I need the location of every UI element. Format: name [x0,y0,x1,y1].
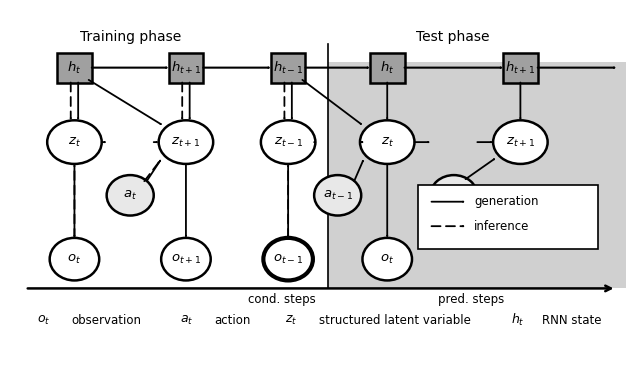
FancyBboxPatch shape [370,53,404,82]
Text: $a_t$: $a_t$ [447,189,461,202]
Text: $h_t$: $h_t$ [380,60,394,76]
Text: generation: generation [474,195,538,208]
FancyBboxPatch shape [418,185,598,249]
Text: inference: inference [474,220,530,233]
Text: $z_t$: $z_t$ [68,136,81,149]
Text: $o_t$: $o_t$ [380,253,394,266]
Bar [329,62,626,288]
FancyArrowPatch shape [147,161,160,181]
Text: structured latent variable: structured latent variable [319,314,471,327]
Ellipse shape [314,175,362,215]
FancyBboxPatch shape [169,53,204,82]
FancyArrowPatch shape [354,161,363,181]
FancyBboxPatch shape [270,53,305,82]
Text: $z_{t+1}$: $z_{t+1}$ [506,136,535,149]
Ellipse shape [107,175,154,215]
Text: pred. steps: pred. steps [438,293,504,306]
Text: Test phase: Test phase [415,30,489,44]
Text: $a_t$: $a_t$ [179,314,193,327]
Text: $o_{t+1}$: $o_{t+1}$ [171,253,201,266]
Text: $h_t$: $h_t$ [511,312,525,328]
Text: $a_t$: $a_t$ [123,189,137,202]
Ellipse shape [362,238,412,280]
Ellipse shape [360,120,415,164]
Text: observation: observation [71,314,142,327]
FancyArrowPatch shape [88,80,161,124]
Ellipse shape [159,120,213,164]
Text: RNN state: RNN state [542,314,602,327]
Text: $a_{t-1}$: $a_{t-1}$ [322,189,353,202]
Ellipse shape [261,120,315,164]
FancyArrowPatch shape [144,162,159,181]
Ellipse shape [430,175,477,215]
FancyArrowPatch shape [466,159,494,179]
Text: $h_{t+1}$: $h_{t+1}$ [505,60,535,76]
FancyBboxPatch shape [503,53,538,82]
Text: $z_{t+1}$: $z_{t+1}$ [171,136,200,149]
FancyBboxPatch shape [57,53,92,82]
Ellipse shape [264,238,313,280]
Text: $h_{t+1}$: $h_{t+1}$ [171,60,201,76]
FancyArrowPatch shape [302,80,361,124]
Ellipse shape [161,238,210,280]
Text: $h_t$: $h_t$ [67,60,82,76]
Text: $z_{t-1}$: $z_{t-1}$ [274,136,303,149]
Text: $o_{t-1}$: $o_{t-1}$ [273,253,303,266]
Text: cond. steps: cond. steps [248,293,316,306]
Ellipse shape [493,120,548,164]
Ellipse shape [50,238,99,280]
Text: $o_t$: $o_t$ [68,253,82,266]
Text: $h_{t-1}$: $h_{t-1}$ [273,60,303,76]
Ellipse shape [47,120,102,164]
Text: $z_t$: $z_t$ [285,314,297,327]
Text: $o_t$: $o_t$ [37,314,51,327]
Text: Training phase: Training phase [80,30,181,44]
Text: action: action [214,314,250,327]
Text: $z_t$: $z_t$ [380,136,394,149]
